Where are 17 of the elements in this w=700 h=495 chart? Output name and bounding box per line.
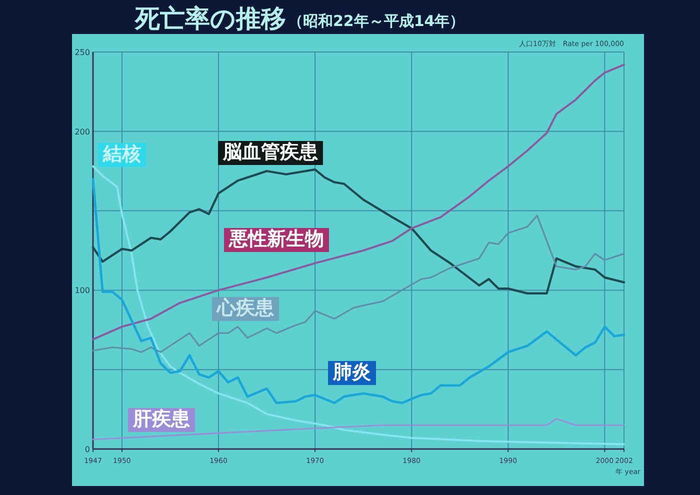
y-tick-label: 200 (74, 127, 90, 136)
y-tick-label: 0 (84, 445, 90, 454)
chart-subtitle: （昭和22年～平成14年） (288, 12, 465, 30)
y-tick-label: 250 (74, 48, 90, 57)
line-series (92, 168, 626, 294)
line-series (92, 165, 625, 446)
line-series (92, 178, 626, 404)
series-label: 肺炎 (332, 361, 371, 383)
line-series (92, 214, 625, 353)
series-label: 結核 (102, 143, 141, 165)
series-label: 悪性新生物 (228, 228, 324, 250)
series-label: 肝疾患 (132, 408, 191, 430)
line-series (92, 64, 625, 340)
y-tick-label: 100 (74, 286, 90, 296)
chart-title: 死亡率の推移 (134, 4, 286, 33)
series-label: 心疾患 (216, 297, 275, 319)
series-label: 脳血管疾患 (222, 141, 319, 163)
